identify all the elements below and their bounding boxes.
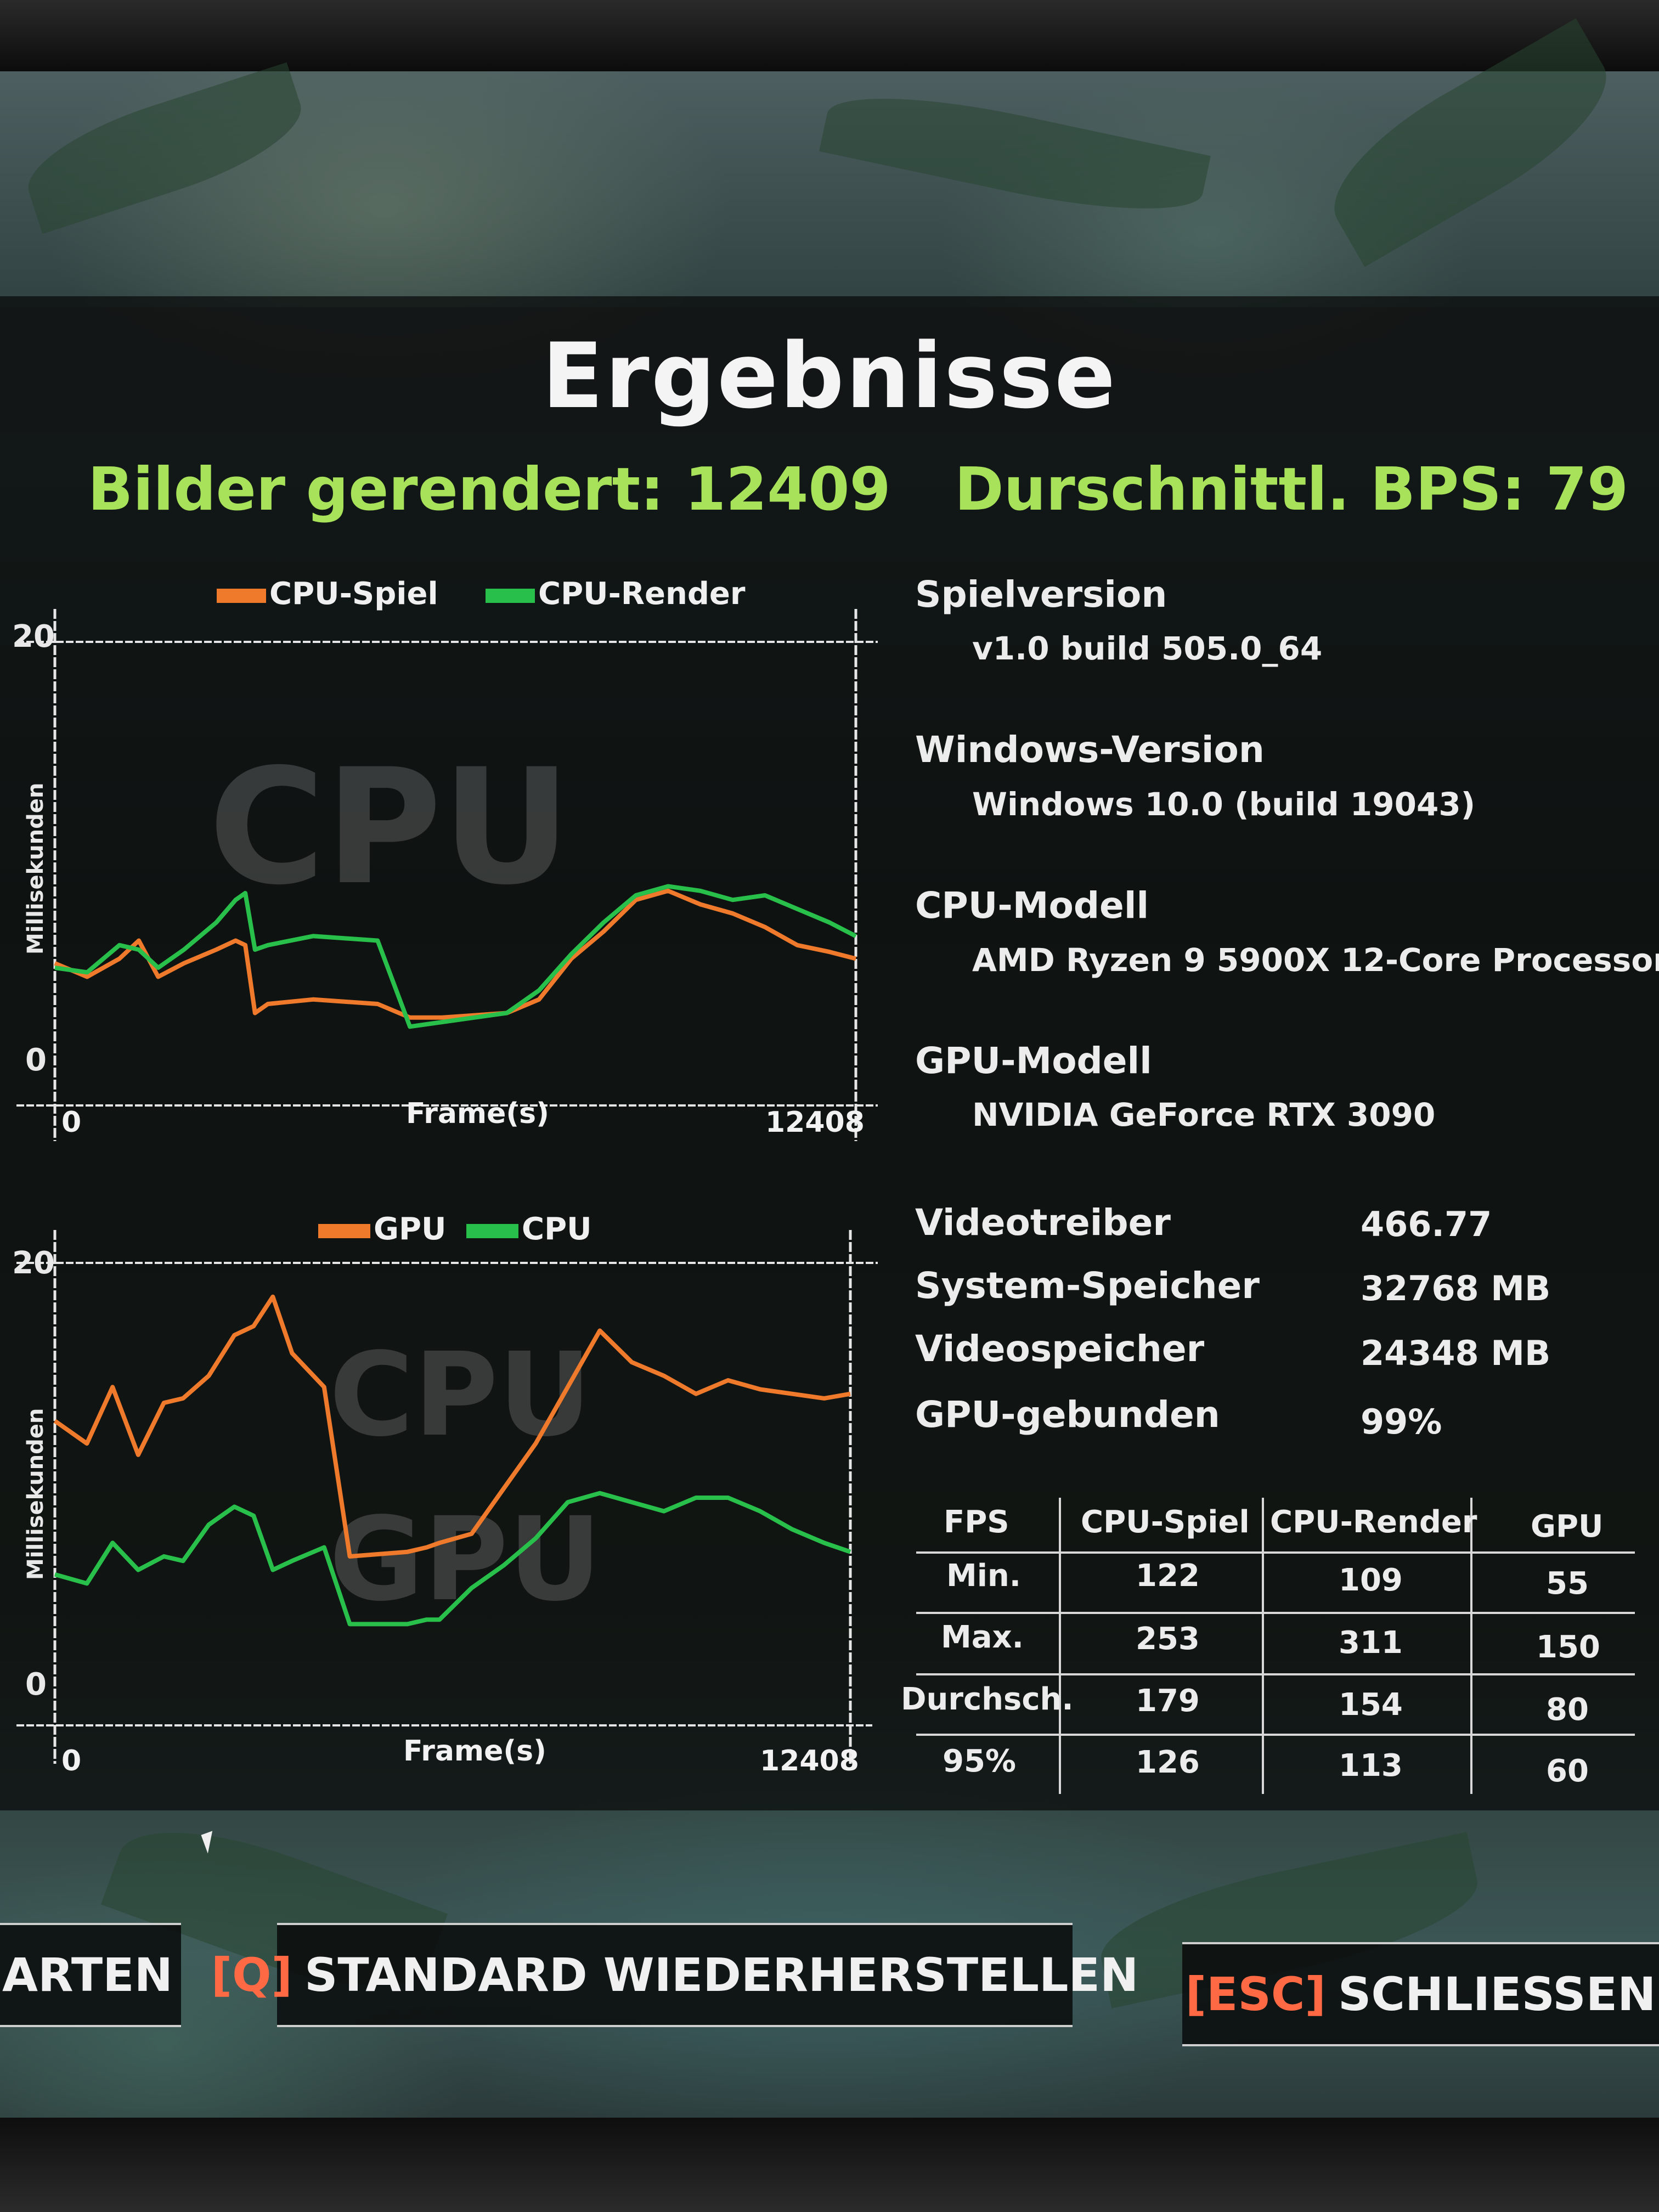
legend-label: CPU-Spiel <box>269 576 438 612</box>
legend-label: GPU <box>374 1211 447 1247</box>
legend-label: CPU-Render <box>538 576 746 612</box>
x-tick-start: 0 <box>61 1106 82 1139</box>
y-tick-top: 20 <box>12 619 55 654</box>
table-divider <box>916 1673 1635 1675</box>
start-button[interactable]: ARTEN <box>0 1923 181 2027</box>
table-divider <box>916 1734 1635 1736</box>
cpu-chart-plot <box>16 609 878 1141</box>
y-axis-label: Millisekunden <box>23 1408 48 1580</box>
x-tick-start: 0 <box>61 1745 82 1778</box>
start-button-label: ARTEN <box>2 1948 173 2002</box>
title-bar <box>0 307 1659 433</box>
y-tick-top: 20 <box>12 1245 55 1281</box>
legend-cpu-render: CPU-Render <box>486 576 746 620</box>
series-line-cpu-render <box>54 884 857 1029</box>
q-key-hint: [Q] <box>211 1948 292 2002</box>
table-cell: 150 <box>1536 1629 1600 1665</box>
chart-watermark-cpu: CPU <box>329 1328 592 1462</box>
close-label: SCHLIESSEN <box>1338 1967 1656 2021</box>
windows-version-value: Windows 10.0 (build 19043) <box>972 786 1476 823</box>
x-axis-label: Frame(s) <box>403 1735 546 1768</box>
table-cell: 60 <box>1546 1753 1589 1789</box>
esc-key-hint: [ESC] <box>1185 1967 1326 2021</box>
legend-swatch-orange <box>217 588 266 603</box>
close-button[interactable]: [ESC] SCHLIESSEN <box>1182 1942 1659 2046</box>
series-line-cpu <box>54 1491 851 1627</box>
gpu-model-value: NVIDIA GeForce RTX 3090 <box>972 1096 1436 1133</box>
windows-version-label: Windows-Version <box>915 729 1265 771</box>
frames-rendered-stat: Bilder gerendert: 12409 <box>88 455 891 524</box>
system-memory-label: System-Speicher <box>915 1265 1260 1307</box>
fps-table: FPS CPU-Spiel CPU-Render GPU Min. 122 10… <box>900 1492 1646 1799</box>
table-divider <box>1470 1498 1472 1794</box>
table-cell: 154 <box>1339 1687 1403 1723</box>
gpu-model-label: GPU-Modell <box>915 1040 1152 1082</box>
cpu-frametime-chart: CPU CPU-Spiel CPU-Render 20 0 Millisekun… <box>0 571 878 1141</box>
table-header: GPU <box>1531 1509 1604 1544</box>
table-cell: 109 <box>1339 1562 1403 1598</box>
video-memory-label: Videospeicher <box>915 1328 1205 1370</box>
table-divider <box>916 1612 1635 1614</box>
gpu-bound-value: 99% <box>1361 1402 1442 1442</box>
table-cell: 113 <box>1339 1748 1403 1784</box>
legend-gpu: GPU <box>318 1211 446 1255</box>
game-version-value: v1.0 build 505.0_64 <box>972 630 1323 667</box>
y-axis-label: Millisekunden <box>23 782 48 955</box>
cpu-model-label: CPU-Modell <box>915 884 1149 927</box>
legend-cpu: CPU <box>466 1211 592 1255</box>
legend-cpu-game: CPU-Spiel <box>217 576 438 620</box>
table-divider <box>1262 1498 1264 1794</box>
legend-label: CPU <box>522 1211 592 1247</box>
table-divider <box>916 1551 1635 1554</box>
table-cell: 55 <box>1546 1566 1589 1601</box>
game-version-label: Spielversion <box>915 573 1167 616</box>
cpu-model-value: AMD Ryzen 9 5900X 12-Core Processor <box>972 941 1659 979</box>
average-bps-stat: Durschnittl. BPS: 79 <box>955 455 1629 524</box>
legend-swatch-orange <box>318 1223 370 1238</box>
table-cell: 122 <box>1136 1558 1200 1594</box>
y-tick-bottom: 0 <box>25 1667 47 1702</box>
table-cell: 179 <box>1136 1683 1200 1719</box>
series-line-cpu-spiel <box>54 888 857 1020</box>
table-cell: 126 <box>1136 1745 1200 1780</box>
table-cell: 253 <box>1136 1621 1200 1657</box>
gpu-bound-label: GPU-gebunden <box>915 1393 1220 1436</box>
page-title: Ergebnisse <box>541 324 1118 428</box>
table-cell: 80 <box>1546 1692 1589 1728</box>
table-header: CPU-Spiel <box>1081 1504 1250 1540</box>
table-row-label: Max. <box>941 1620 1024 1655</box>
x-axis-label: Frame(s) <box>406 1097 549 1130</box>
results-panel <box>0 296 1659 1810</box>
restore-defaults-label: STANDARD WIEDERHERSTELLEN <box>304 1948 1139 2002</box>
series-line-gpu <box>53 1294 851 1559</box>
gpu-frametime-chart: CPU GPU GPU CPU 20 0 Millisekunden 0 Fra… <box>0 1201 878 1778</box>
table-divider <box>1059 1498 1061 1794</box>
table-cell: 311 <box>1339 1625 1403 1661</box>
gpu-chart-plot <box>16 1230 878 1764</box>
table-row-label: 95% <box>943 1743 1017 1779</box>
video-driver-label: Videotreiber <box>915 1201 1171 1244</box>
video-memory-value: 24348 MB <box>1361 1333 1551 1373</box>
x-tick-end: 12408 <box>765 1106 865 1139</box>
table-header: CPU-Render <box>1270 1504 1477 1540</box>
system-memory-value: 32768 MB <box>1361 1268 1551 1308</box>
chart-watermark-cpu: CPU <box>208 735 571 920</box>
table-header: FPS <box>944 1504 1009 1540</box>
monitor-bezel-top <box>0 0 1659 71</box>
y-tick-bottom: 0 <box>25 1042 47 1078</box>
x-tick-end: 12408 <box>760 1745 859 1778</box>
video-driver-value: 466.77 <box>1361 1204 1492 1244</box>
monitor-bezel-bottom <box>0 2118 1659 2212</box>
restore-defaults-button[interactable]: [Q] STANDARD WIEDERHERSTELLEN <box>211 1923 1138 2027</box>
table-row-label: Min. <box>946 1558 1022 1594</box>
legend-swatch-green <box>486 588 535 603</box>
table-row-label: Durchsch. <box>901 1681 1074 1717</box>
legend-swatch-green <box>466 1223 518 1238</box>
